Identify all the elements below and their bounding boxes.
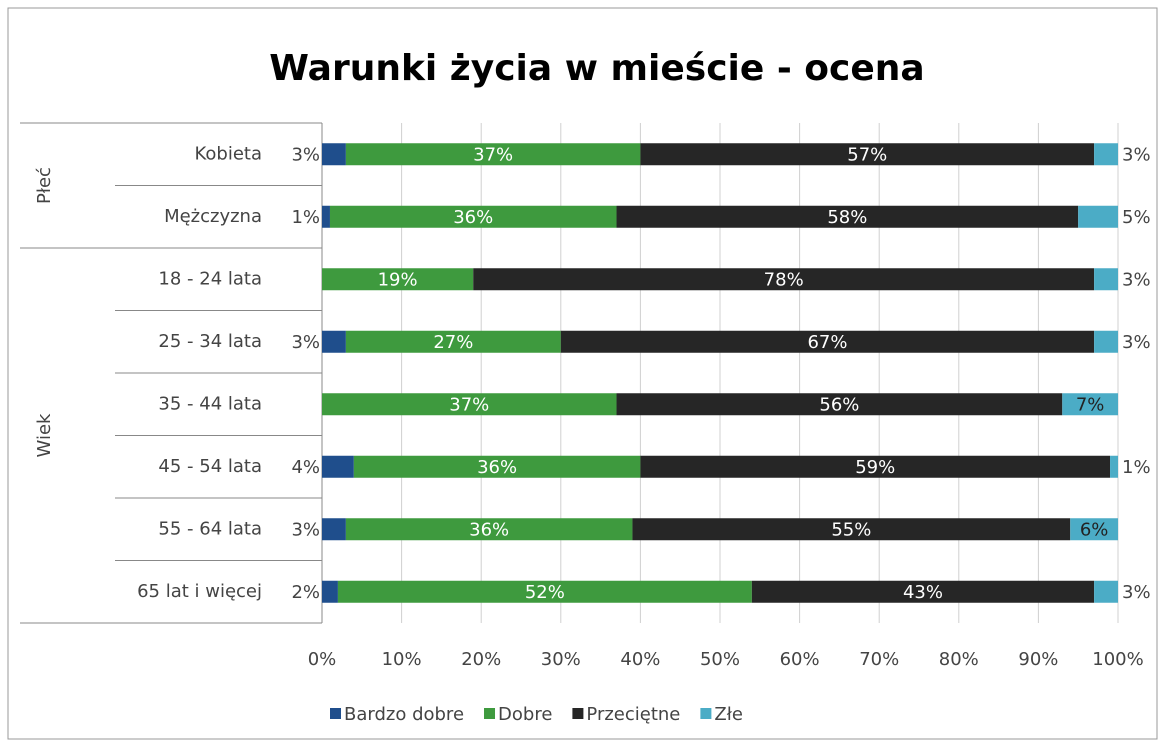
bar-segment [1094,143,1118,166]
group-label: Płeć [34,167,55,204]
data-label: 1% [1122,457,1151,478]
data-label: 19% [378,269,418,290]
legend-label: Dobre [498,704,552,725]
bar-segment [329,205,617,228]
x-tick-label: 0% [308,649,337,670]
data-label: 52% [525,582,565,603]
data-label: 67% [807,332,847,353]
bar-segment [337,580,752,603]
y-tick-label: Kobieta [194,143,262,164]
data-label: 58% [827,207,867,228]
bar-segment [616,205,1079,228]
bar-segment [322,268,474,291]
x-tick-label: 70% [859,649,899,670]
x-tick-label: 30% [541,649,581,670]
bar-segment [1094,580,1118,603]
data-label: 3% [291,519,320,540]
y-tick-label: 18 - 24 lata [158,268,262,289]
bar-segment [322,580,338,603]
bar-segment [353,455,641,478]
y-tick-label: 55 - 64 lata [158,518,262,539]
data-label: 78% [764,269,804,290]
y-tick-label: Mężczyzna [164,206,262,227]
legend-swatch [484,708,496,719]
group-label: Wiek [34,413,55,457]
data-label: 36% [477,457,517,478]
bar-segment [1094,268,1118,291]
bar-segment [322,205,330,228]
legend-swatch [700,708,712,719]
data-label: 43% [903,582,943,603]
data-label: 37% [449,394,489,415]
bar-segment [1062,393,1118,416]
bar-segment [345,330,561,353]
data-label: 6% [1080,519,1109,540]
bar-segment [640,143,1095,166]
y-tick-label: 25 - 34 lata [158,331,262,352]
data-label: 3% [291,332,320,353]
data-label: 3% [1122,269,1151,290]
y-tick-label: 65 lat i więcej [137,581,262,602]
bar-segment [322,518,346,541]
data-label: 55% [831,519,871,540]
data-label: 57% [847,144,887,165]
legend-label: Złe [714,704,743,725]
data-label: 3% [1122,332,1151,353]
data-label: 7% [1076,394,1105,415]
bar-segment [473,268,1095,291]
data-label: 5% [1122,207,1151,228]
bar-segment [1078,205,1118,228]
data-label: 3% [291,144,320,165]
bar-segment [751,580,1095,603]
x-tick-label: 40% [620,649,660,670]
bar-segment [322,393,617,416]
data-label: 4% [291,457,320,478]
y-tick-label: 35 - 44 lata [158,393,262,414]
x-tick-label: 100% [1092,649,1143,670]
data-label: 2% [291,582,320,603]
chart-title: Warunki życia w mieście - ocena [269,48,924,89]
x-tick-label: 10% [382,649,422,670]
bar-segment [1070,518,1118,541]
bar-segment [1094,330,1118,353]
bar-segment [640,455,1111,478]
data-label: 27% [433,332,473,353]
legend-swatch [330,708,341,719]
bar-segment [345,143,641,166]
x-tick-label: 60% [780,649,820,670]
data-label: 56% [819,394,859,415]
data-label: 3% [1122,582,1151,603]
data-label: 59% [855,457,895,478]
y-tick-label: 45 - 54 lata [158,456,262,477]
bar-segment [1110,455,1118,478]
data-label: 3% [1122,144,1151,165]
bar-segment [345,518,633,541]
data-label: 37% [473,144,513,165]
data-label: 36% [469,519,509,540]
bar-segment [322,330,346,353]
bar-segment [616,393,1063,416]
data-label: 36% [453,207,493,228]
legend-label: Przeciętne [586,704,680,725]
bar-segment [632,518,1071,541]
bar-segment [322,455,354,478]
x-tick-label: 50% [700,649,740,670]
x-tick-label: 20% [461,649,501,670]
bar-segment [560,330,1095,353]
x-tick-label: 90% [1018,649,1058,670]
legend-swatch [572,708,584,719]
data-label: 1% [291,207,320,228]
bar-segment [322,143,346,166]
legend-label: Bardzo dobre [344,704,464,725]
x-tick-label: 80% [939,649,979,670]
